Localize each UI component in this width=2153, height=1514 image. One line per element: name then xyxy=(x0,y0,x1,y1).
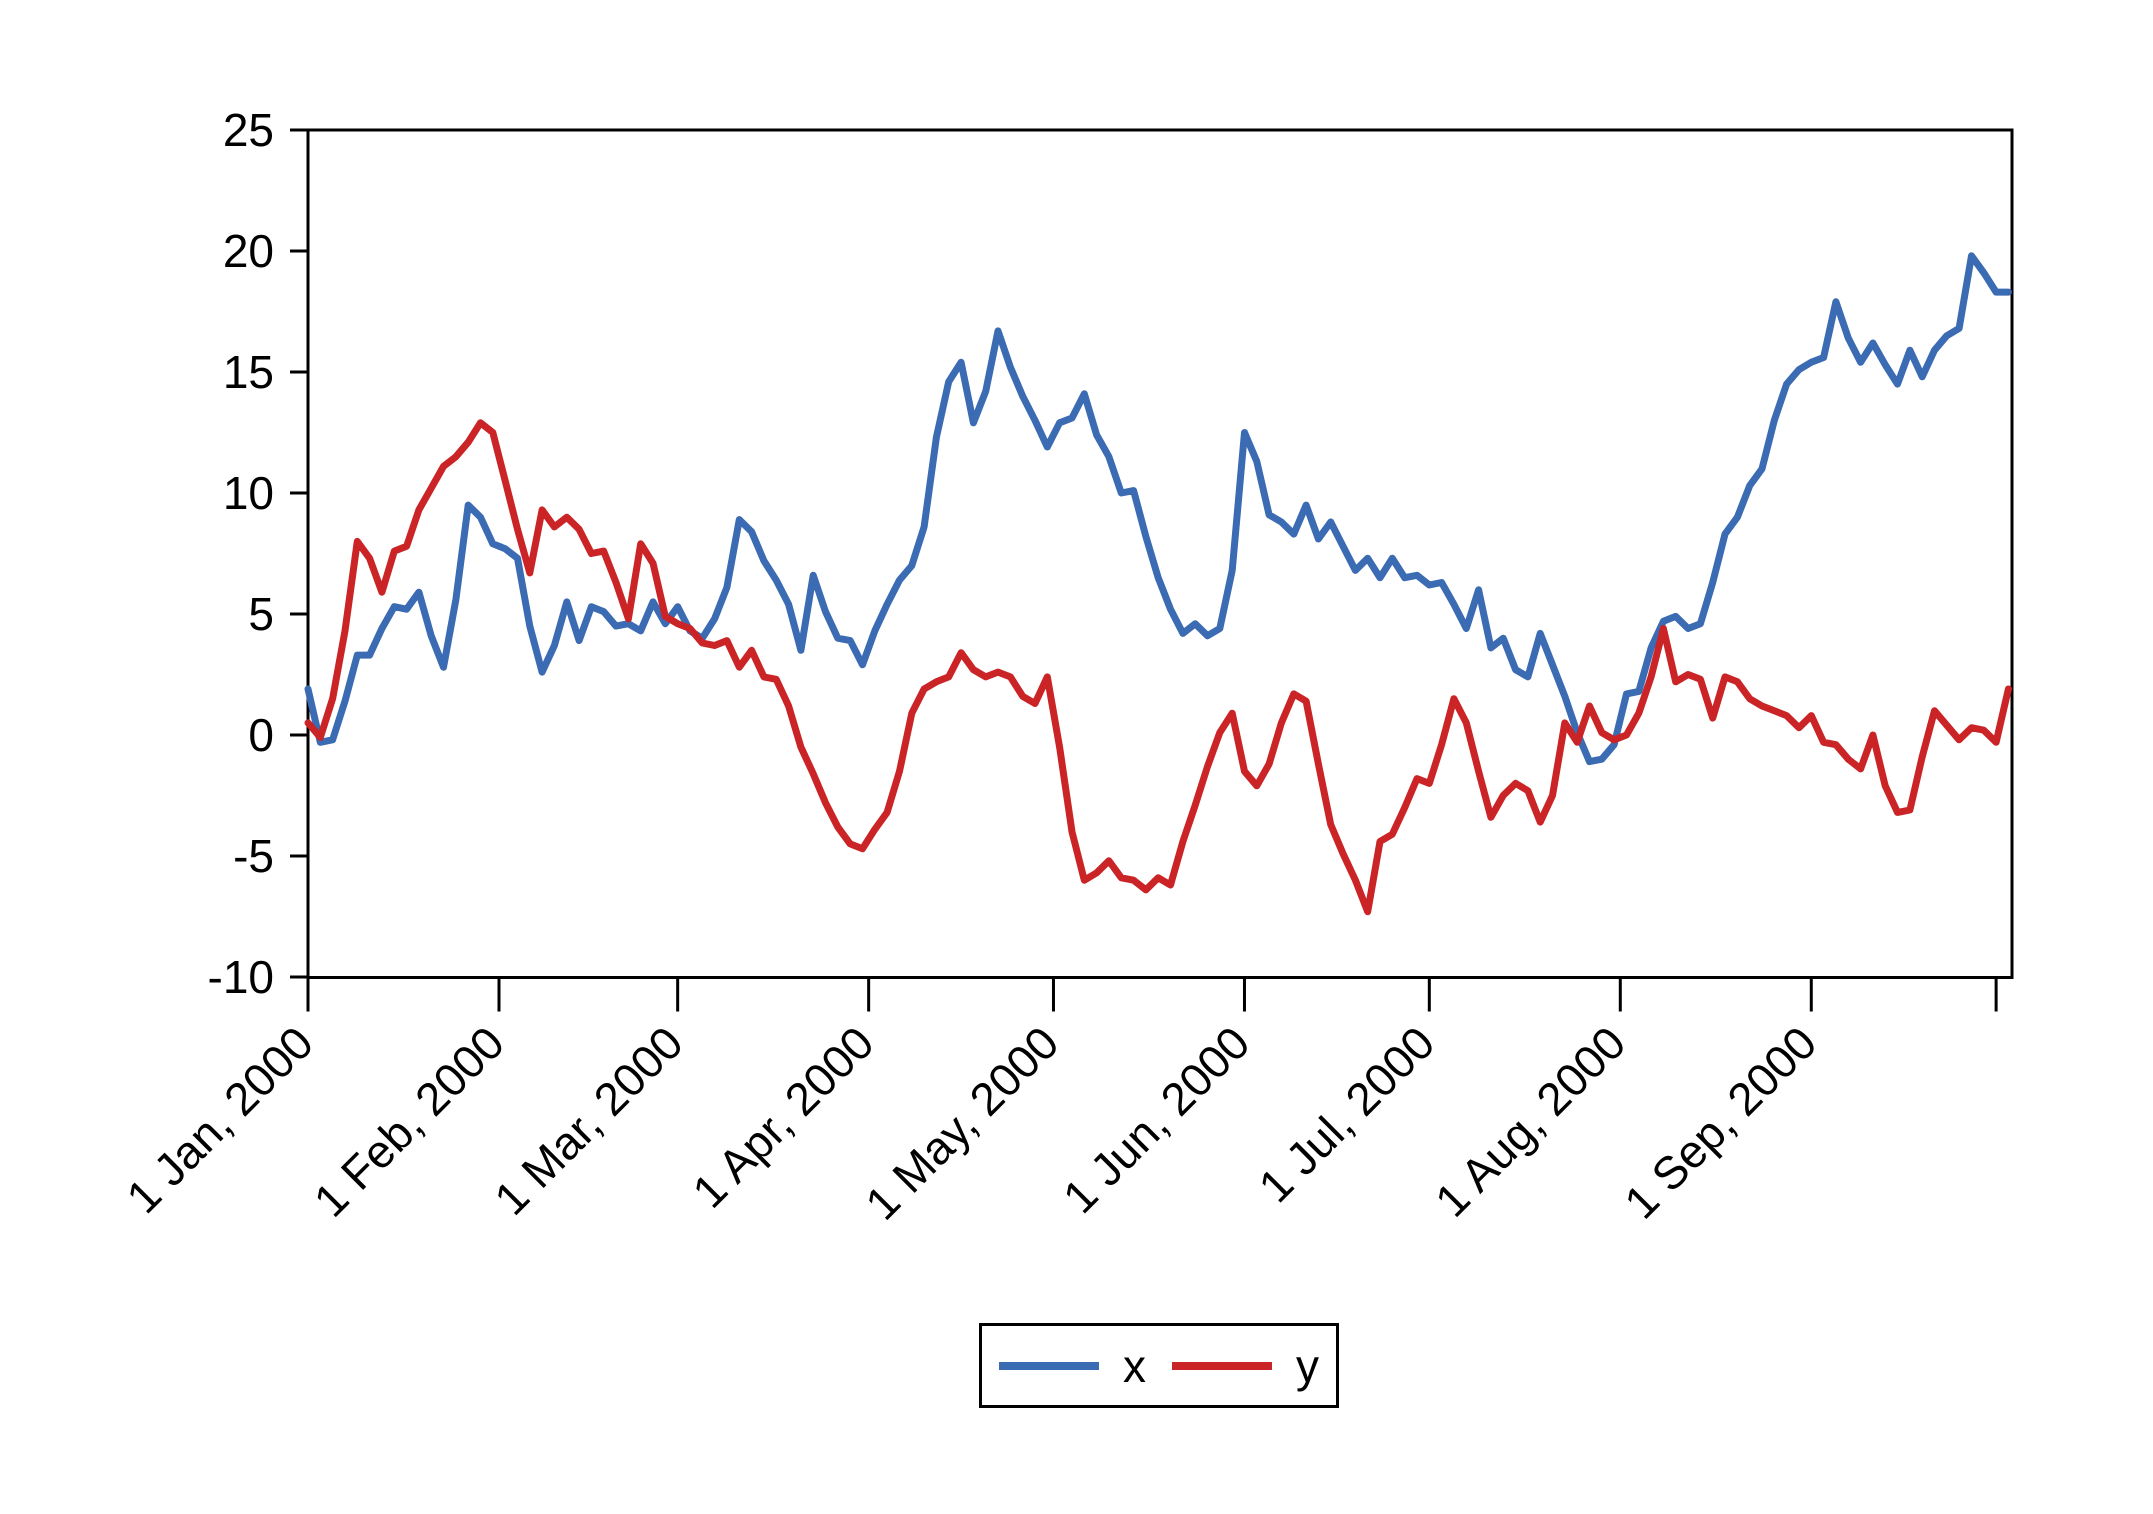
y-tick-label: 5 xyxy=(248,588,274,640)
series-line-x xyxy=(304,252,2012,766)
legend-label-y: y xyxy=(1296,1339,1319,1392)
series-lines xyxy=(304,252,2012,916)
y-tick-label: 20 xyxy=(223,225,274,277)
x-tick-label: 1 Feb, 2000 xyxy=(304,1016,514,1226)
y-tick-label: 0 xyxy=(248,709,274,761)
y-axis: 25 20 15 10 5 0 -5 -10 xyxy=(208,104,308,1003)
y-tick-label: 10 xyxy=(223,467,274,519)
x-tick-label: 1 Jul, 2000 xyxy=(1248,1016,1444,1212)
x-tick-label: 1 May, 2000 xyxy=(855,1016,1068,1229)
y-tick-label: -5 xyxy=(233,830,274,882)
legend-item-x: x xyxy=(999,1343,1146,1389)
legend: x y xyxy=(979,1323,1339,1408)
x-tick-label: 1 Apr, 2000 xyxy=(682,1016,883,1217)
y-tick-label: 15 xyxy=(223,346,274,398)
x-tick-label: 1 Jun, 2000 xyxy=(1053,1016,1260,1223)
plot-frame xyxy=(306,128,2014,979)
legend-label-x: x xyxy=(1123,1339,1146,1392)
y-tick-label: 25 xyxy=(223,104,274,156)
legend-line-sample-x xyxy=(999,1361,1099,1370)
x-tick-label: 1 Mar, 2000 xyxy=(484,1016,693,1225)
x-tick-label: 1 Sep, 2000 xyxy=(1614,1016,1826,1228)
legend-line-sample-y xyxy=(1172,1361,1272,1370)
x-tick-label: 1 Jan, 2000 xyxy=(116,1016,323,1223)
legend-item-y: y xyxy=(1172,1343,1319,1389)
series-line-y xyxy=(304,419,2012,916)
x-tick-label: 1 Aug, 2000 xyxy=(1425,1016,1635,1226)
y-tick-label: -10 xyxy=(208,951,274,1003)
